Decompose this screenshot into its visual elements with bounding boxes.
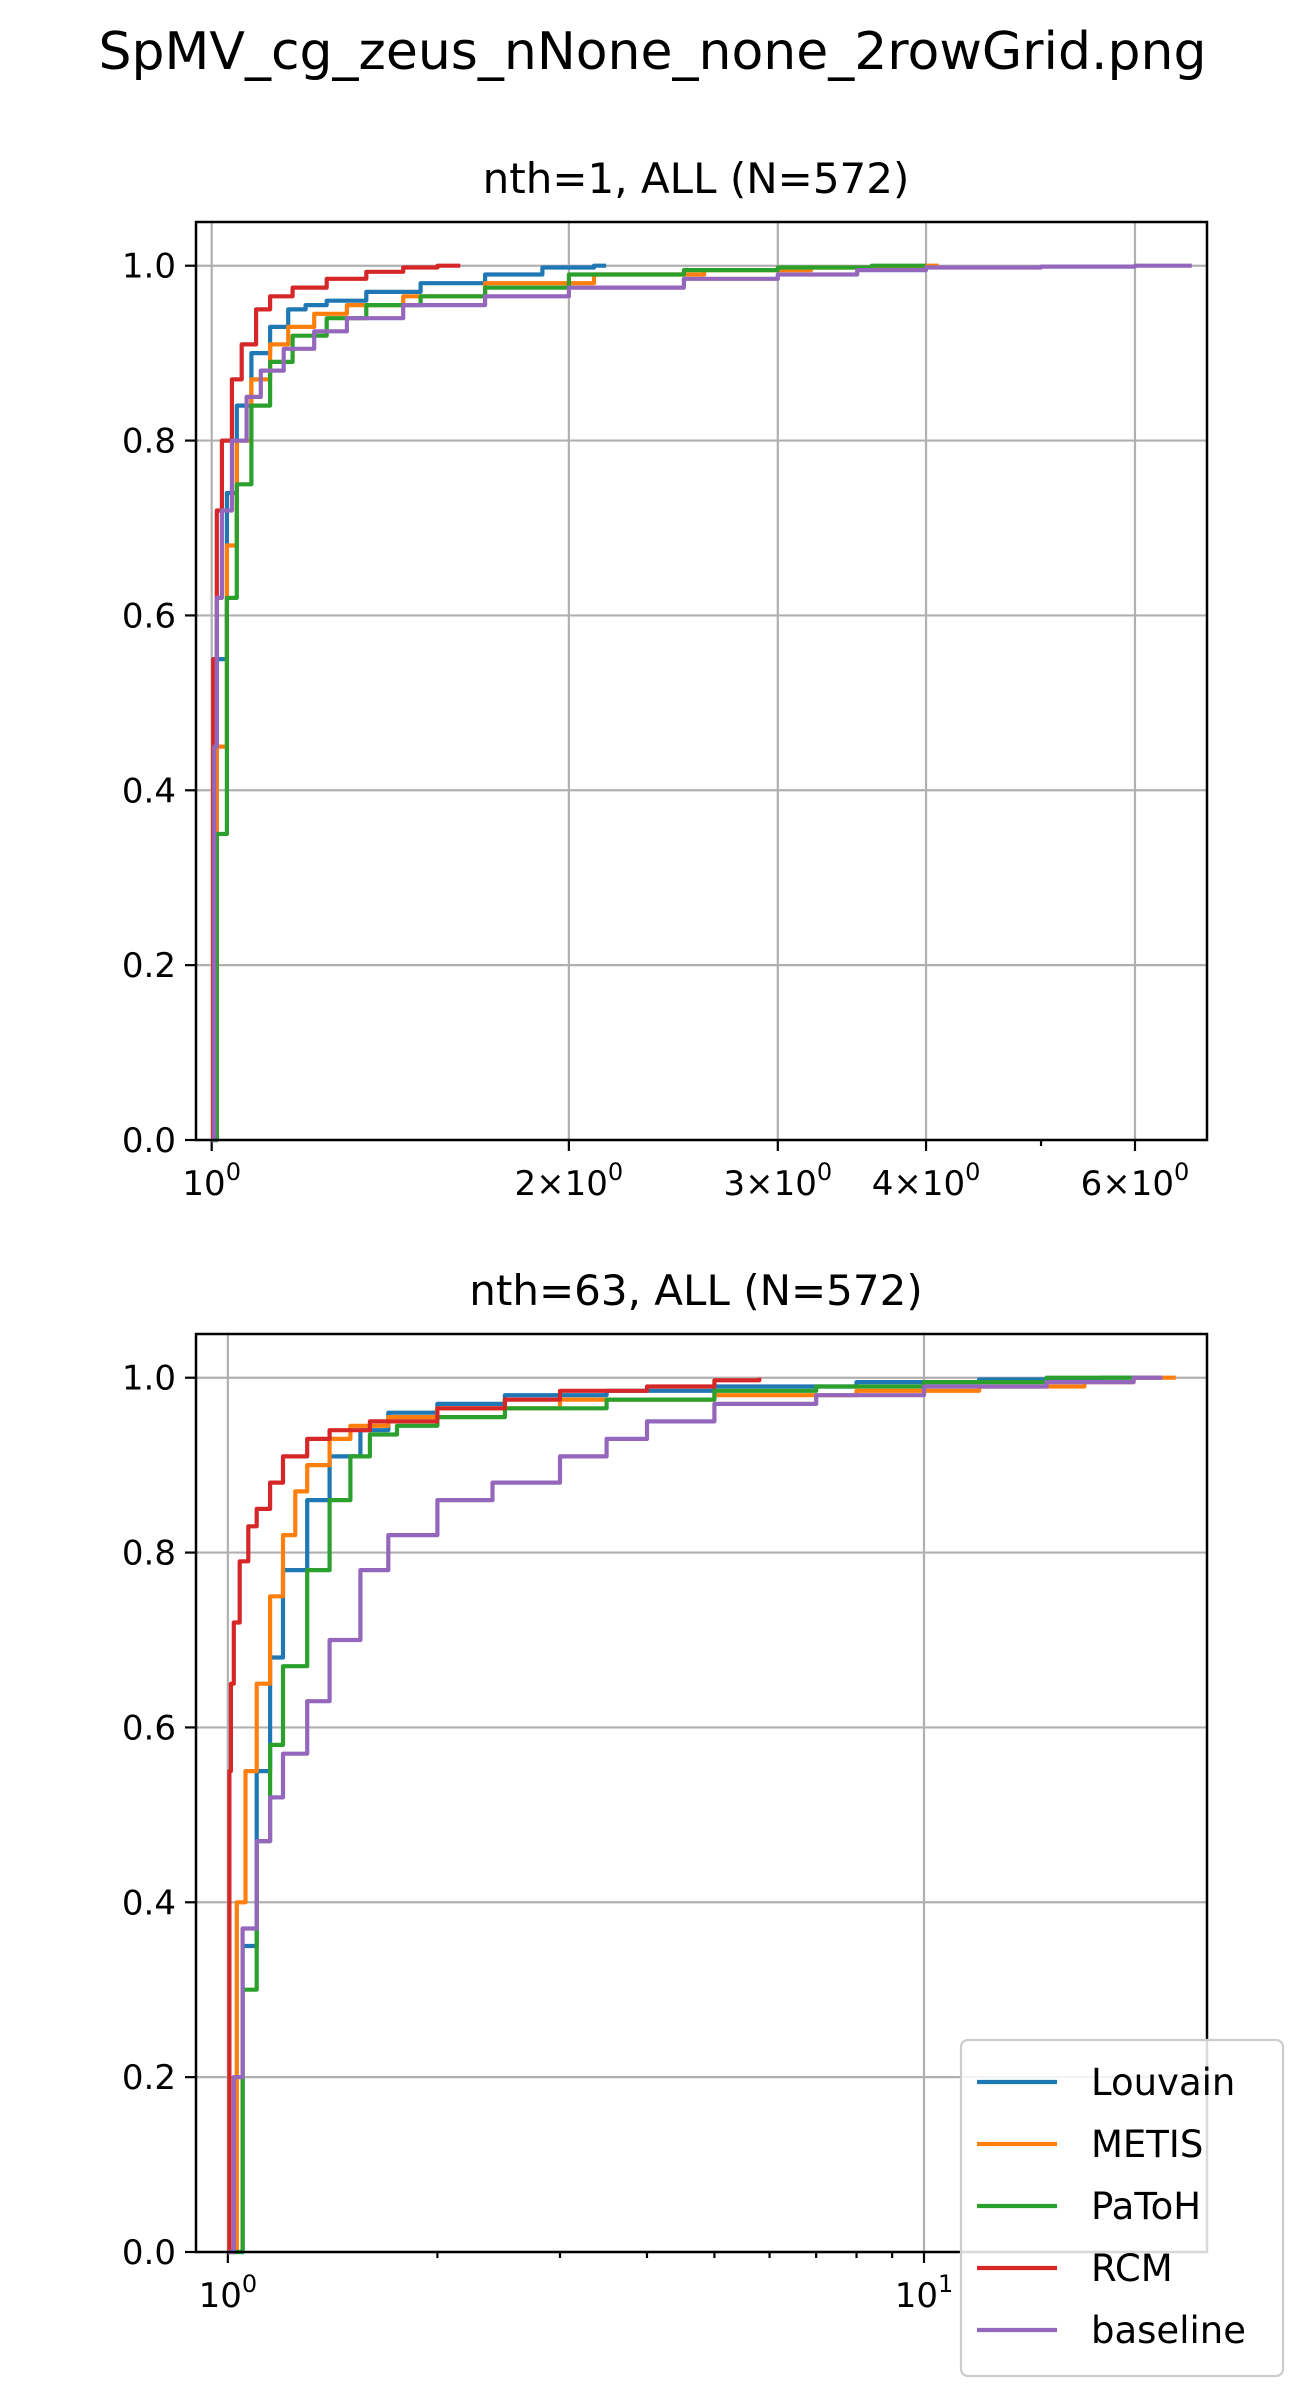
plot-frame [194,220,1209,1142]
series-line-patoh [227,1375,1134,2255]
y-tick-label: 0.2 [122,946,176,986]
y-tick-label: 0.0 [122,2233,176,2273]
x-tick-label: 4×100 [872,1158,981,1204]
x-tick-label: 2×100 [515,1158,624,1204]
y-tick-label: 0.6 [122,1708,176,1748]
y-tick-label: 0.8 [122,422,176,462]
series-line-rcm [227,1377,762,2255]
plot-frame [194,1332,1209,2254]
y-tick-label: 0.8 [122,1534,176,1574]
series-line-metis [227,1375,1176,2255]
y-tick-label: 0.4 [122,771,176,811]
x-tick-label: 3×100 [723,1158,832,1204]
series-line-baseline [227,1375,1163,2255]
subplot-nth-1: 0.0 0.2 0.4 0.6 0.8 1.0 100 2×100 3×100 4×100 6×10… [122,220,1209,1204]
y-tick-label: 0.4 [122,1883,176,1923]
legend: Louvain METIS PaToH RCM baseline [959,2038,1285,2378]
x-tick-label: 100 [182,1158,241,1204]
y-tick-label: 0.2 [122,2058,176,2098]
y-tick-label: 0.6 [122,596,176,636]
x-tick-label: 101 [895,2270,954,2316]
panel-title-nth-63: nth=63, ALL (N=572) [469,1266,922,1315]
legend-box [959,2038,1285,2378]
y-tick-label: 1.0 [122,1359,176,1399]
legend-label-metis: METIS [1091,2123,1203,2166]
legend-label-rcm: RCM [1091,2247,1173,2290]
legend-label-baseline: baseline [1091,2309,1246,2352]
legend-label-patoh: PaToH [1091,2185,1201,2228]
x-tick-label: 100 [199,2270,258,2316]
series-line-rcm [211,263,461,1143]
subplot-nth-63: 0.0 0.2 0.4 0.6 0.8 1.0 100 101 [122,1332,1209,2316]
y-tick-label: 1.0 [122,247,176,287]
x-tick-label: 6×100 [1081,1158,1190,1204]
panel-title-nth-1: nth=1, ALL (N=572) [483,154,910,203]
legend-label-louvain: Louvain [1091,2061,1235,2104]
figure-title: SpMV_cg_zeus_nNone_none_2rowGrid.png [98,22,1207,82]
y-tick-label: 0.0 [122,1121,176,1161]
series-line-baseline [211,263,1192,1143]
series-line-metis [211,263,939,1143]
